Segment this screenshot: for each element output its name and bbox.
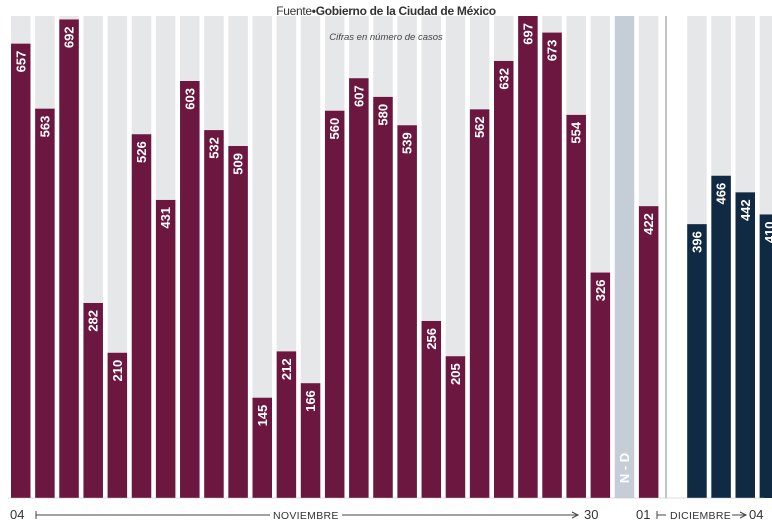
data-bars [11, 16, 772, 499]
nov-axis-right-arrow [571, 511, 580, 519]
data-label: 256 [424, 328, 439, 350]
units-note: Cifras en número de casos [329, 32, 443, 43]
data-bar [83, 302, 103, 498]
data-bar [155, 199, 176, 498]
data-label: 539 [400, 132, 415, 154]
axis-month-december: DICIEMBRE [670, 510, 732, 522]
axis-start-label: 04 [10, 507, 25, 522]
data-bar [300, 383, 321, 498]
background-bar [252, 16, 272, 498]
data-label: 282 [86, 310, 101, 332]
data-label: 396 [689, 231, 704, 253]
data-label: 562 [472, 116, 487, 138]
source-dot: • [311, 4, 316, 18]
data-label: 442 [738, 199, 753, 221]
data-bar [276, 351, 297, 498]
data-bar [35, 108, 55, 498]
data-label: 607 [351, 85, 366, 107]
data-bar [469, 109, 490, 499]
data-bar [711, 175, 731, 498]
data-label: 326 [593, 280, 608, 302]
data-bar [735, 192, 755, 498]
data-label: 673 [545, 40, 560, 62]
data-label: 145 [255, 405, 270, 427]
data-bar [107, 352, 128, 498]
data-bar [252, 397, 272, 498]
data-bar [228, 146, 248, 498]
data-label: 697 [520, 23, 535, 45]
data-bar [518, 16, 538, 498]
axis-end-november-label: 30 [584, 507, 599, 522]
data-bar [397, 125, 417, 499]
data-label: 509 [231, 153, 246, 175]
data-label: 560 [327, 118, 342, 140]
data-label: 210 [110, 360, 125, 382]
data-bar [131, 134, 152, 499]
axis-dec-end-label: 04 [749, 507, 764, 522]
data-label: 431 [158, 207, 173, 229]
data-label: 632 [496, 68, 511, 90]
data-label: 422 [641, 213, 656, 235]
data-bar [759, 214, 772, 498]
data-bar [445, 356, 466, 498]
axis-month-november: NOVIEMBRE [270, 509, 342, 523]
month-change-marker-label: N - D [617, 453, 632, 483]
data-labels: 657 563 692 282 210 526 431 603 532 509 145 212 166 5… [13, 23, 772, 483]
data-bar [59, 19, 79, 499]
source-prefix: Fuente [276, 4, 312, 18]
month-change-marker-bar [614, 16, 635, 498]
data-label: 563 [37, 116, 52, 138]
data-bar [421, 320, 442, 498]
data-bar [542, 32, 562, 499]
data-bar [687, 224, 707, 498]
data-bar [349, 78, 369, 499]
axis-dec-start-label: 01 [636, 507, 651, 522]
data-label: 205 [448, 363, 463, 385]
data-label: 580 [376, 104, 391, 126]
data-label: 410 [762, 221, 772, 243]
data-label: 212 [279, 358, 294, 380]
data-bar [204, 130, 224, 498]
dec-axis-right-arrow [739, 511, 748, 519]
data-bar [494, 60, 514, 499]
data-label: 554 [569, 121, 584, 143]
data-bar [638, 206, 659, 498]
background-bar [300, 16, 321, 498]
data-bar [11, 43, 31, 498]
data-bar [324, 110, 345, 498]
data-bar [373, 96, 393, 499]
data-label: 657 [13, 51, 28, 73]
source-line: Fuente•Gobierno de la Ciudad de México [0, 4, 772, 18]
data-label: 603 [182, 88, 197, 110]
data-label: 166 [303, 390, 318, 412]
data-label: 466 [714, 183, 729, 205]
data-bar [180, 81, 200, 498]
data-label: 526 [134, 141, 149, 163]
data-label: 532 [206, 137, 221, 159]
data-bar [590, 272, 611, 498]
data-bar [566, 114, 586, 498]
source-name: Gobierno de la Ciudad de México [315, 4, 496, 18]
data-label: 692 [62, 26, 77, 48]
